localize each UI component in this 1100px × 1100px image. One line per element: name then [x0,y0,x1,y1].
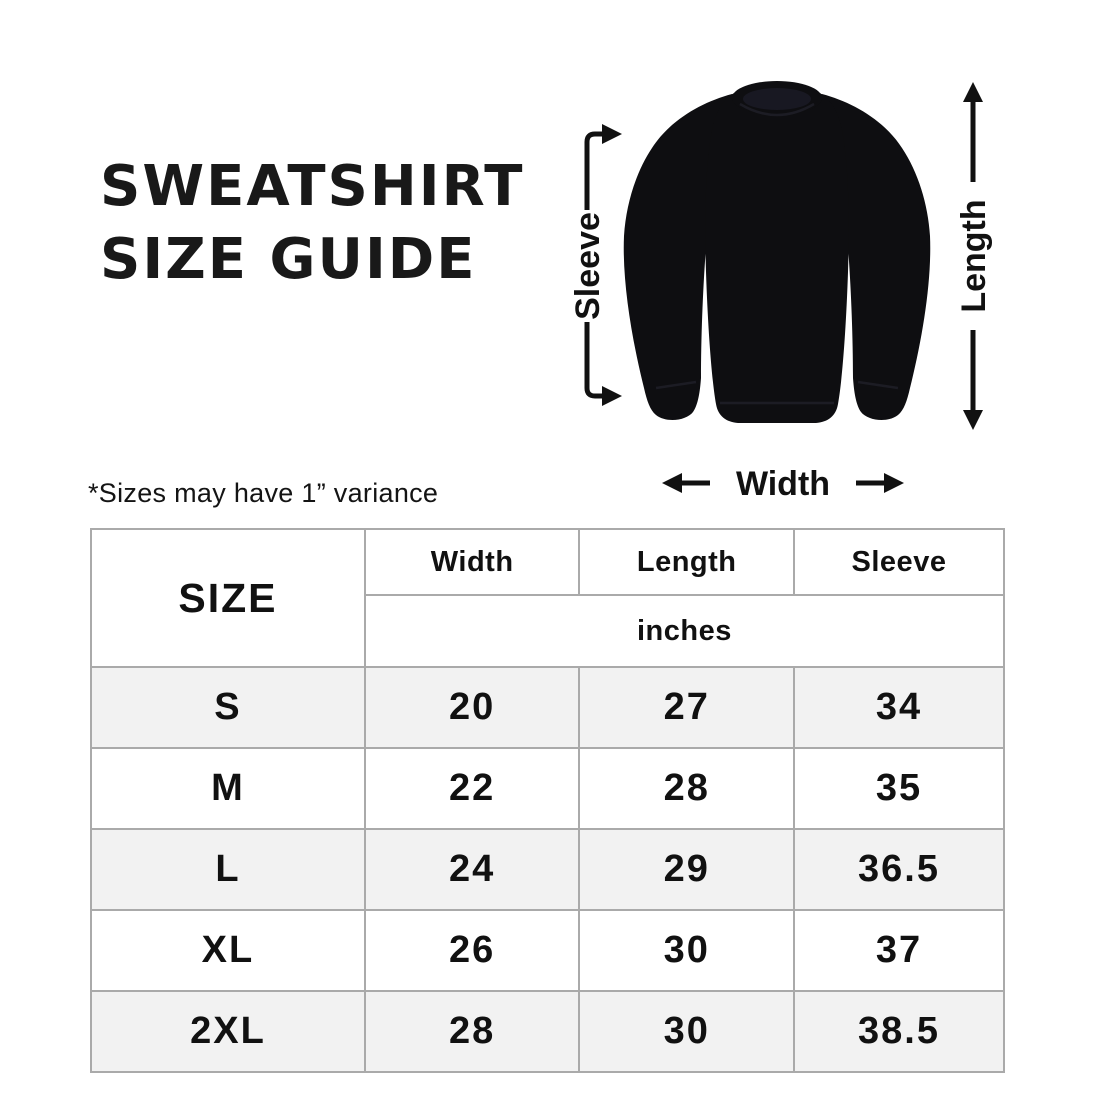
width-cell: 26 [363,909,581,992]
size-column-header: SIZE [90,528,366,668]
table-unit-row: inches [91,594,1006,668]
width-cell: 24 [363,828,581,911]
sweatshirt-torso [705,87,849,423]
length-cell: 27 [578,666,795,749]
sweatshirt-illustration [623,81,931,423]
width-cell: 20 [363,666,581,749]
measurement-arrows: Sleeve Length Width [569,82,993,503]
table-row-xl: XL 26 30 37 [90,909,1006,992]
width-column-header: Width [363,528,581,596]
right-cuff-seam [857,380,899,390]
sweatshirt-collar-opening [743,88,811,110]
length-cell: 30 [578,909,795,992]
width-arrowhead-left [662,473,682,493]
width-label: Width [736,465,830,503]
sleeve-cell: 36.5 [792,828,1006,911]
size-cell: S [90,666,366,749]
sleeve-cell: 34 [792,666,1006,749]
page-title-line1: SWEATSHIRT [100,154,525,219]
length-column-header: Length [578,528,795,596]
length-label: Length [955,199,993,312]
sleeve-label: Sleeve [569,212,607,320]
sleeve-arrow-top [584,131,604,210]
length-cell: 30 [578,990,795,1073]
size-cell: 2XL [90,990,366,1073]
sleeve-arrow-bottom [584,322,604,399]
width-cell: 22 [363,747,581,830]
unit-header: inches [363,594,1006,668]
table-row-m: M 22 28 35 [90,747,1006,830]
sleeve-arrowhead-bottom [602,386,622,406]
size-cell: XL [90,909,366,992]
size-cell: M [90,747,366,830]
table-row-2xl: 2XL 28 30 38.5 [90,990,1006,1073]
table-row-s: S 20 27 34 [90,666,1006,749]
sleeve-cell: 38.5 [792,990,1006,1073]
variance-note: *Sizes may have 1” variance [88,478,439,508]
page-title-line2: SIZE GUIDE [100,227,477,292]
sleeve-cell: 35 [792,747,1006,830]
size-guide-table: SIZE Width Length Sleeve inches S 20 27 … [90,528,1006,1073]
length-cell: 29 [578,828,795,911]
table-header-row: SIZE Width Length Sleeve [90,528,1006,668]
left-cuff-seam [655,380,697,390]
length-cell: 28 [578,747,795,830]
width-arrowhead-right [884,473,904,493]
page-title: SWEATSHIRT SIZE GUIDE [100,150,524,296]
size-cell: L [90,828,366,911]
table-row-l: L 24 29 36.5 [90,828,1006,911]
sleeve-cell: 37 [792,909,1006,992]
length-arrowhead-up [963,82,983,102]
sleeve-column-header: Sleeve [792,528,1006,596]
width-cell: 28 [363,990,581,1073]
sleeve-arrowhead-top [602,124,622,144]
length-arrowhead-down [963,410,983,430]
collar-seam [739,102,815,117]
